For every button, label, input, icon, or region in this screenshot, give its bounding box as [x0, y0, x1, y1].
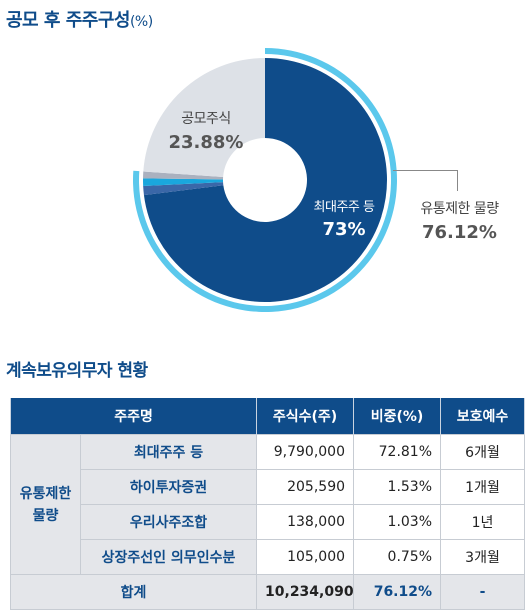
row-name: 상장주선인 의무인수분 — [79, 539, 258, 575]
pie-slice-3 — [143, 171, 224, 180]
row-lockup: 3개월 — [440, 539, 526, 575]
lockup-section-title: 계속보유의무자 현황 — [6, 361, 148, 381]
donut-chart — [133, 48, 397, 312]
chart-title-unit: (%) — [129, 14, 153, 30]
total-shares: 10,234,090 — [256, 574, 355, 610]
row-shares: 105,000 — [256, 539, 355, 575]
pie-slice-4 — [143, 58, 265, 178]
pie-slice-2 — [143, 178, 224, 187]
row-shares: 138,000 — [256, 504, 355, 540]
leader-line — [393, 170, 458, 191]
public-offering-value: 23.88% — [168, 132, 244, 153]
chart-title-text: 공모 후 주주구성 — [6, 10, 130, 31]
header-shares: 주식수(주) — [256, 398, 355, 435]
header-ratio: 비중(%) — [353, 398, 442, 435]
row-shares: 9,790,000 — [256, 434, 355, 470]
row-ratio: 1.53% — [353, 469, 442, 505]
row-name: 하이투자증권 — [79, 469, 258, 505]
public-offering-label: 공모주식 23.88% — [158, 108, 254, 153]
row-shares: 205,590 — [256, 469, 355, 505]
total-ratio: 76.12% — [353, 574, 442, 610]
table-row: 우리사주조합 138,000 1.03% 1년 — [11, 504, 526, 540]
locked-shares-label: 유통제한 물량 76.12% — [402, 198, 517, 243]
table-row: 상장주선인 의무인수분 105,000 0.75% 3개월 — [11, 539, 526, 575]
major-shareholder-value: 73% — [322, 219, 366, 240]
row-ratio: 0.75% — [353, 539, 442, 575]
row-name: 우리사주조합 — [79, 504, 258, 540]
locked-shares-value: 76.12% — [422, 222, 497, 243]
row-ratio: 1.03% — [353, 504, 442, 540]
row-name: 최대주주 등 — [79, 434, 258, 470]
pie-slice-1 — [143, 182, 224, 196]
group-label: 유통제한 물량 — [10, 434, 81, 575]
row-lockup: 6개월 — [440, 434, 526, 470]
public-offering-name: 공모주식 — [181, 111, 231, 127]
chart-title: 공모 후 주주구성(%) — [6, 6, 153, 32]
table-row: 하이투자증권 205,590 1.53% 1개월 — [11, 469, 526, 505]
pie-slice-0 — [143, 58, 387, 302]
group-label-line2: 물량 — [32, 507, 59, 524]
total-row: 합계 10,234,090 76.12% - — [9, 574, 526, 610]
table-row: 유통제한 물량 최대주주 등 9,790,000 72.81% 6개월 — [10, 434, 526, 575]
table-header-row: 주주명 주식수(주) 비중(%) 보호예수 — [9, 398, 526, 435]
group-label-line1: 유통제한 — [19, 485, 72, 502]
total-label: 합계 — [9, 574, 258, 610]
header-lockup: 보호예수 — [440, 398, 526, 435]
locked-shares-name: 유통제한 물량 — [420, 201, 499, 217]
row-ratio: 72.81% — [353, 434, 442, 470]
major-shareholder-label: 최대주주 등 73% — [296, 196, 392, 240]
total-lockup: - — [440, 574, 526, 610]
row-lockup: 1개월 — [440, 469, 526, 505]
header-shareholder: 주주명 — [9, 398, 258, 435]
lockup-table: 주주명 주식수(주) 비중(%) 보호예수 유통제한 물량 최대주주 등 9,7… — [9, 398, 526, 610]
major-shareholder-name: 최대주주 등 — [313, 200, 375, 215]
row-lockup: 1년 — [440, 504, 526, 540]
